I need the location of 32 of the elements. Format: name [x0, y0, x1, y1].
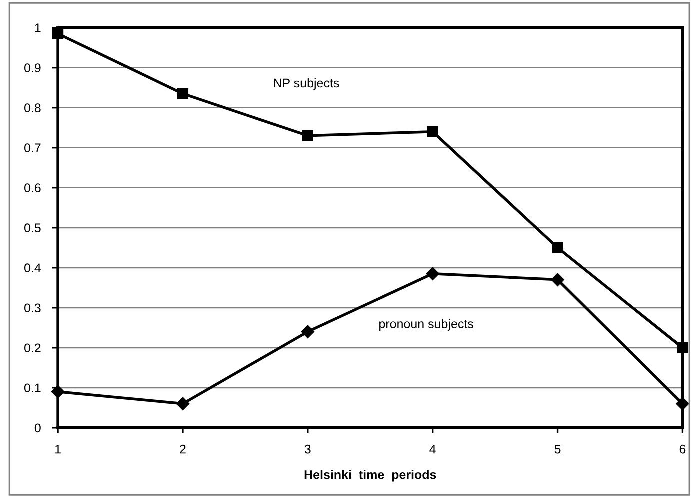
y-tick-label: 0.2 — [24, 344, 41, 353]
point — [677, 342, 688, 354]
y-tick-label: 0 — [34, 424, 41, 433]
x-axis-title: Helsinki time periods — [304, 470, 436, 482]
point — [551, 273, 564, 286]
point — [301, 325, 314, 338]
x-tick-label: 6 — [680, 444, 686, 454]
x-tick-label: 3 — [304, 444, 311, 454]
y-tick-label: 0.3 — [24, 304, 41, 313]
point — [177, 88, 189, 100]
y-tick-label: 0.7 — [24, 144, 41, 153]
x-tick-label: 2 — [180, 444, 186, 454]
x-tick-label: 5 — [554, 445, 561, 454]
y-tick-label: 0.9 — [24, 64, 41, 72]
series-label: pronoun subjects — [380, 319, 474, 331]
point — [302, 130, 314, 142]
y-tick-label: 0.8 — [24, 104, 41, 112]
point — [51, 385, 65, 398]
y-tick-label: 0.4 — [24, 264, 42, 273]
point — [426, 267, 440, 280]
y-tick-label: 0.5 — [24, 224, 41, 233]
point — [427, 126, 438, 138]
point — [676, 397, 690, 410]
y-tick-label: 1 — [35, 24, 41, 32]
point — [552, 242, 564, 254]
point — [176, 397, 190, 410]
text: NP subjects — [274, 78, 340, 90]
x-tick-label: 1 — [56, 445, 61, 454]
y-tick-label: 0.6 — [24, 184, 41, 193]
point — [52, 28, 64, 40]
y-tick-label: 0.1 — [24, 384, 41, 393]
x-tick-label: 4 — [430, 445, 436, 454]
